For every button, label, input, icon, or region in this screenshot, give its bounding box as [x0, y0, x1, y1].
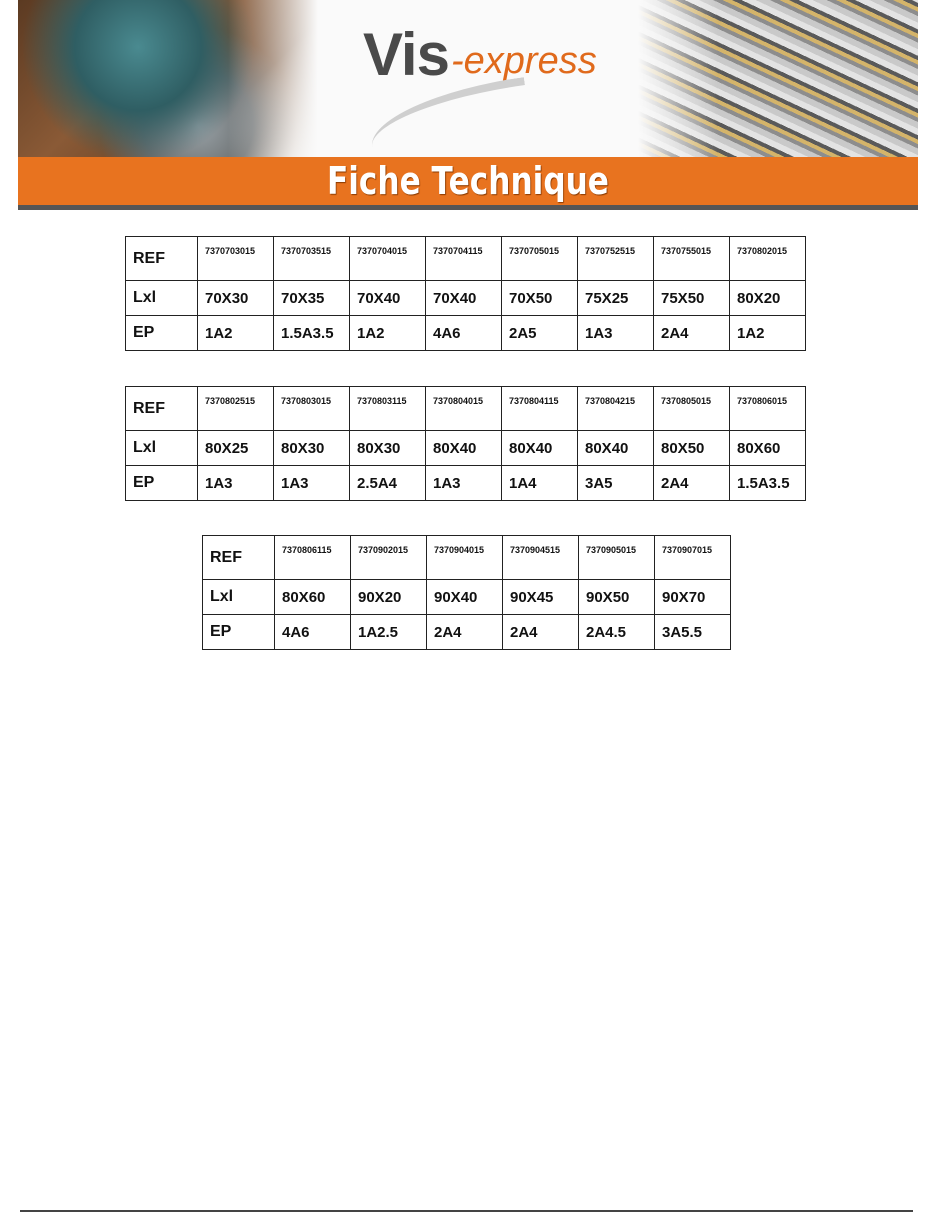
- cell-ref: 7370806115: [274, 535, 351, 580]
- cell-ref: 7370804015: [425, 386, 502, 431]
- table-row-ref: REF 7370802515 7370803015 7370803115 7370804…: [125, 386, 806, 431]
- cell-ep: 1.5A3.5: [729, 465, 806, 501]
- cell-ref: 7370806015: [729, 386, 806, 431]
- table-row-lxl: Lxl 70X30 70X35 70X40 70X40 70X50 75X25 75X50 80…: [125, 280, 806, 316]
- cell-ref: 7370803015: [273, 386, 350, 431]
- cell-lxl: 80X20: [729, 280, 806, 316]
- cell-ep: 1A2.5: [350, 614, 427, 650]
- cell-ref: 7370752515: [577, 236, 654, 281]
- cell-ep: 1A2: [349, 315, 426, 351]
- row-label: REF: [202, 535, 275, 580]
- table-row-ep: EP 4A6 1A2.5 2A4 2A4 2A4.5 3A5.5: [202, 614, 731, 650]
- cell-ref: 7370904015: [426, 535, 503, 580]
- cell-ref: 7370755015: [653, 236, 730, 281]
- cell-lxl: 90X70: [654, 579, 731, 615]
- cell-lxl: 75X50: [653, 280, 730, 316]
- page-title: Fiche Technique: [326, 159, 610, 203]
- cell-ep: 1.5A3.5: [273, 315, 350, 351]
- logo-vis: Vis: [363, 21, 450, 88]
- cell-ep: 2A4: [502, 614, 579, 650]
- cell-lxl: 90X50: [578, 579, 655, 615]
- row-label: Lxl: [125, 430, 198, 466]
- cell-ep: 1A2: [729, 315, 806, 351]
- cell-ref: 7370902015: [350, 535, 427, 580]
- cell-ref: 7370804115: [501, 386, 578, 431]
- cell-lxl: 70X40: [349, 280, 426, 316]
- title-band: Fiche Technique: [18, 157, 918, 205]
- spec-table-1: REF 7370703015 7370703515 7370704015 7370704…: [125, 236, 806, 351]
- cell-ep: 1A3: [425, 465, 502, 501]
- cell-lxl: 80X30: [349, 430, 426, 466]
- cell-ref: 7370704015: [349, 236, 426, 281]
- cell-ep: 1A3: [577, 315, 654, 351]
- row-label: EP: [125, 315, 198, 351]
- cell-ep: 2.5A4: [349, 465, 426, 501]
- cell-lxl: 70X50: [501, 280, 578, 316]
- cell-ref: 7370802515: [197, 386, 274, 431]
- table-row-ref: REF 7370703015 7370703515 7370704015 7370704…: [125, 236, 806, 281]
- cell-ref: 7370803115: [349, 386, 426, 431]
- row-label: EP: [125, 465, 198, 501]
- cell-ref: 7370703015: [197, 236, 274, 281]
- cell-lxl: 90X45: [502, 579, 579, 615]
- cell-lxl: 80X60: [729, 430, 806, 466]
- spec-table-2: REF 7370802515 7370803015 7370803115 7370804…: [125, 386, 806, 501]
- logo-express: -express: [451, 40, 597, 82]
- cell-ep: 1A2: [197, 315, 274, 351]
- cell-lxl: 80X30: [273, 430, 350, 466]
- cell-lxl: 80X40: [577, 430, 654, 466]
- table-row-lxl: Lxl 80X25 80X30 80X30 80X40 80X40 80X40 80X50 80…: [125, 430, 806, 466]
- cell-ref: 7370907015: [654, 535, 731, 580]
- cell-ref: 7370805015: [653, 386, 730, 431]
- cell-ref: 7370904515: [502, 535, 579, 580]
- cell-lxl: 80X40: [425, 430, 502, 466]
- table-row-ep: EP 1A2 1.5A3.5 1A2 4A6 2A5 1A3 2A4 1A2: [125, 315, 806, 351]
- cell-lxl: 70X40: [425, 280, 502, 316]
- row-label: Lxl: [202, 579, 275, 615]
- table-row-ep: EP 1A3 1A3 2.5A4 1A3 1A4 3A5 2A4 1.5A3.5: [125, 465, 806, 501]
- cell-lxl: 80X60: [274, 579, 351, 615]
- cell-ep: 1A3: [197, 465, 274, 501]
- cell-ref: 7370705015: [501, 236, 578, 281]
- table-row-lxl: Lxl 80X60 90X20 90X40 90X45 90X50 90X70: [202, 579, 731, 615]
- header-banner: Vis -express: [18, 0, 918, 157]
- cell-ep: 2A4: [653, 465, 730, 501]
- cell-ref: 7370802015: [729, 236, 806, 281]
- divider: [18, 205, 918, 210]
- cell-ref: 7370905015: [578, 535, 655, 580]
- cell-lxl: 90X20: [350, 579, 427, 615]
- cell-ref: 7370704115: [425, 236, 502, 281]
- row-label: REF: [125, 236, 198, 281]
- cell-ep: 1A4: [501, 465, 578, 501]
- row-label: EP: [202, 614, 275, 650]
- cell-ep: 2A4: [653, 315, 730, 351]
- row-label: Lxl: [125, 280, 198, 316]
- cell-lxl: 80X25: [197, 430, 274, 466]
- table-row-ref: REF 7370806115 7370902015 7370904015 7370904…: [202, 535, 731, 580]
- cell-ep: 2A5: [501, 315, 578, 351]
- workbench-photo: [18, 0, 318, 157]
- spec-table-3: REF 7370806115 7370902015 7370904015 7370904…: [202, 535, 731, 650]
- vis-express-logo: Vis -express: [363, 20, 623, 147]
- footer-divider: [20, 1210, 913, 1212]
- cell-ep: 1A3: [273, 465, 350, 501]
- cell-lxl: 80X50: [653, 430, 730, 466]
- cell-ep: 3A5.5: [654, 614, 731, 650]
- cell-ref: 7370703515: [273, 236, 350, 281]
- row-label: REF: [125, 386, 198, 431]
- cell-lxl: 80X40: [501, 430, 578, 466]
- cell-ep: 2A4.5: [578, 614, 655, 650]
- cell-lxl: 70X30: [197, 280, 274, 316]
- cell-ep: 3A5: [577, 465, 654, 501]
- cell-lxl: 75X25: [577, 280, 654, 316]
- cell-ep: 4A6: [274, 614, 351, 650]
- cell-ep: 2A4: [426, 614, 503, 650]
- cell-lxl: 90X40: [426, 579, 503, 615]
- screws-photo: [638, 0, 918, 157]
- cell-lxl: 70X35: [273, 280, 350, 316]
- cell-ref: 7370804215: [577, 386, 654, 431]
- cell-ep: 4A6: [425, 315, 502, 351]
